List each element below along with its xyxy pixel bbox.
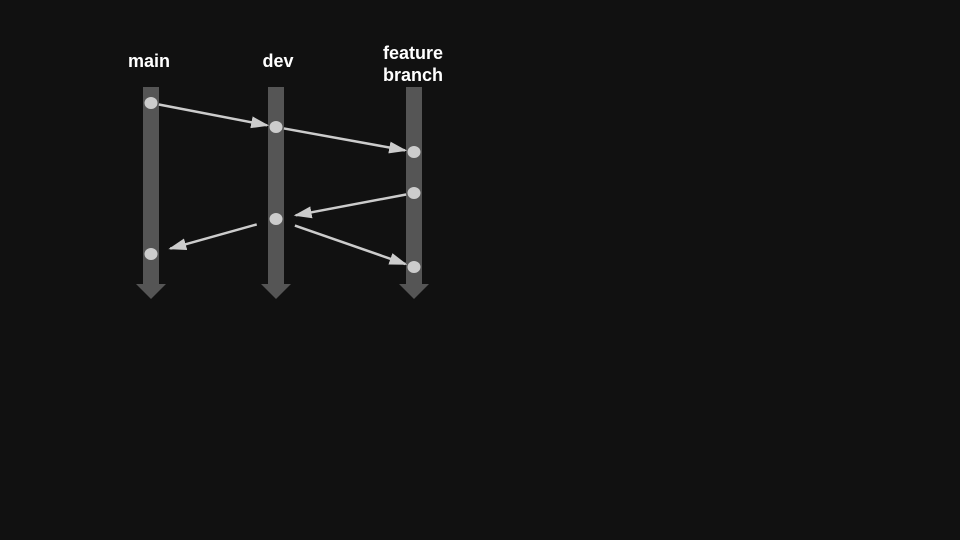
lane-bar-dev: [268, 87, 284, 284]
branch-label-feature: feature branch: [382, 43, 444, 85]
lane-main: [136, 87, 166, 299]
commit-node-c4: [407, 187, 421, 199]
branch-label-main: main: [127, 51, 170, 71]
commit-node-c5: [269, 213, 283, 225]
lane-dev: [261, 87, 291, 299]
flow-arrow-c5-to-c6: [168, 223, 258, 251]
flow-arrow-c1-to-c2: [158, 103, 270, 129]
lane-bar-main: [143, 87, 159, 284]
commit-node-c2: [269, 121, 283, 133]
lane-arrowhead-dev: [261, 284, 291, 299]
flow-arrow-c5-to-c7: [294, 224, 408, 266]
lane-arrowhead-main: [136, 284, 166, 299]
lane-bar-feature: [406, 87, 422, 284]
branch-label-dev: dev: [262, 51, 294, 71]
lane-arrowhead-feature: [399, 284, 429, 299]
flow-arrow-c4-to-c5: [293, 193, 407, 219]
commit-node-c6: [144, 248, 158, 260]
commit-node-c1: [144, 97, 158, 109]
lane-feature: [399, 87, 429, 299]
commit-node-c7: [407, 261, 421, 273]
commit-node-c3: [407, 146, 421, 158]
flow-arrow-c2-to-c3: [283, 127, 408, 154]
